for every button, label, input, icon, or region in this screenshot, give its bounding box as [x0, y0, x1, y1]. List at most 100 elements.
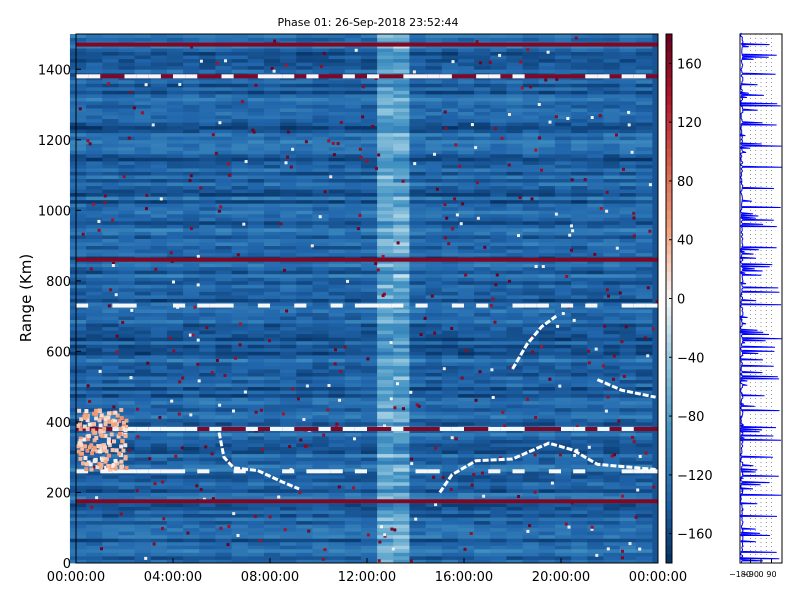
heatmap-cell: [506, 492, 524, 497]
heatmap-cell: [215, 361, 233, 366]
heatmap-cell: [118, 383, 136, 388]
heatmap-cell: [118, 185, 136, 190]
heatmap-cell: [603, 379, 621, 384]
heatmap-cell: [603, 305, 621, 310]
heatmap-cell: [280, 457, 297, 462]
heatmap-cell: [409, 90, 427, 95]
heatmap-cell: [344, 287, 362, 292]
heatmap-cell: [118, 330, 136, 335]
heatmap-cell: [312, 203, 330, 208]
heatmap-cell: [199, 446, 216, 451]
heatmap-cell: [490, 365, 507, 370]
heatmap-cell: [587, 344, 604, 349]
heatmap-cell: [280, 414, 297, 419]
heatmap-cell: [571, 242, 588, 246]
heatmap-cell: [393, 273, 410, 278]
heatmap-cell: [538, 376, 556, 381]
heatmap-cell: [571, 171, 588, 176]
heatmap-cell: [344, 196, 362, 201]
heatmap-cell: [166, 206, 184, 211]
heatmap-cell: [118, 150, 136, 155]
heatmap-cell: [215, 111, 233, 116]
heatmap-cell: [393, 136, 410, 141]
heatmap-cell: [296, 421, 313, 426]
heatmap-cell: [199, 164, 216, 169]
heatmap-cell: [571, 390, 588, 395]
heatmap-cell: [344, 83, 362, 88]
heatmap-cell: [344, 474, 362, 479]
heatmap-cell: [312, 460, 330, 465]
heatmap-cell: [215, 347, 233, 352]
heatmap-cell: [312, 125, 330, 130]
heatmap-cell: [441, 101, 459, 105]
heatmap-cell: [118, 182, 136, 187]
heatmap-cell: [441, 421, 459, 426]
heatmap-cell: [69, 527, 87, 532]
heatmap-cell: [603, 182, 621, 187]
heatmap-cell: [263, 369, 281, 373]
heatmap-cell: [328, 552, 346, 557]
heatmap-cell: [69, 79, 87, 84]
heatmap-cell: [215, 485, 233, 490]
heatmap-cell: [102, 160, 119, 165]
heatmap-cell: [150, 397, 168, 402]
heatmap-cell: [506, 457, 524, 462]
heatmap-cell: [231, 164, 249, 169]
heatmap-cell: [166, 291, 184, 296]
heatmap-cell: [118, 203, 136, 208]
heatmap-cell: [183, 305, 200, 310]
heatmap-cell: [312, 548, 330, 553]
heatmap-cell: [102, 146, 119, 151]
heatmap-cell: [571, 379, 588, 384]
heatmap-cell: [490, 213, 507, 218]
heatmap-cell: [263, 316, 281, 321]
heatmap-cell: [619, 379, 637, 384]
heatmap-cell: [86, 376, 103, 381]
heatmap-cell: [118, 503, 136, 507]
heatmap-cell: [263, 93, 281, 98]
heatmap-cell: [457, 122, 475, 127]
heatmap-cell: [393, 517, 410, 522]
heatmap-cell: [603, 344, 621, 349]
heatmap-cell: [118, 178, 136, 183]
heatmap-cell: [474, 376, 491, 381]
heatmap-cell: [506, 185, 524, 190]
heatmap-cell: [409, 266, 427, 271]
heatmap-cell: [522, 369, 540, 373]
heatmap-cell: [635, 298, 653, 303]
heatmap-cell: [522, 125, 540, 130]
heatmap-cell: [296, 390, 313, 395]
heatmap-cell: [619, 460, 637, 465]
heatmap-cell: [522, 400, 540, 405]
heatmap-cell: [409, 104, 427, 109]
heatmap-cell: [490, 541, 507, 546]
heatmap-cell: [635, 460, 653, 465]
heatmap-cell: [409, 365, 427, 370]
heatmap-cell: [393, 284, 410, 289]
heatmap-cell: [118, 111, 136, 116]
heatmap-cell: [263, 344, 281, 349]
heatmap-cell: [215, 273, 233, 278]
heatmap-cell: [102, 153, 119, 158]
heatmap-cell: [522, 376, 540, 381]
heatmap-cell: [312, 492, 330, 497]
heatmap-cell: [490, 266, 507, 271]
heatmap-cell: [425, 231, 443, 236]
heatmap-cell: [118, 227, 136, 232]
heatmap-cell: [344, 347, 362, 352]
heatmap-cell: [603, 108, 621, 112]
heatmap-cell: [538, 108, 556, 112]
heatmap-cell: [377, 277, 394, 282]
heatmap-cell: [603, 358, 621, 363]
heatmap-cell: [150, 122, 168, 127]
heatmap-cell: [344, 178, 362, 183]
heatmap-cell: [360, 227, 378, 232]
heatmap-cell: [457, 386, 475, 391]
heatmap-cell: [603, 277, 621, 282]
heatmap-cell: [150, 361, 168, 366]
heatmap-cell: [280, 220, 297, 225]
heatmap-cell: [522, 298, 540, 303]
heatmap-cell: [328, 108, 346, 112]
heatmap-cell: [506, 481, 524, 486]
heatmap-cell: [69, 485, 87, 490]
